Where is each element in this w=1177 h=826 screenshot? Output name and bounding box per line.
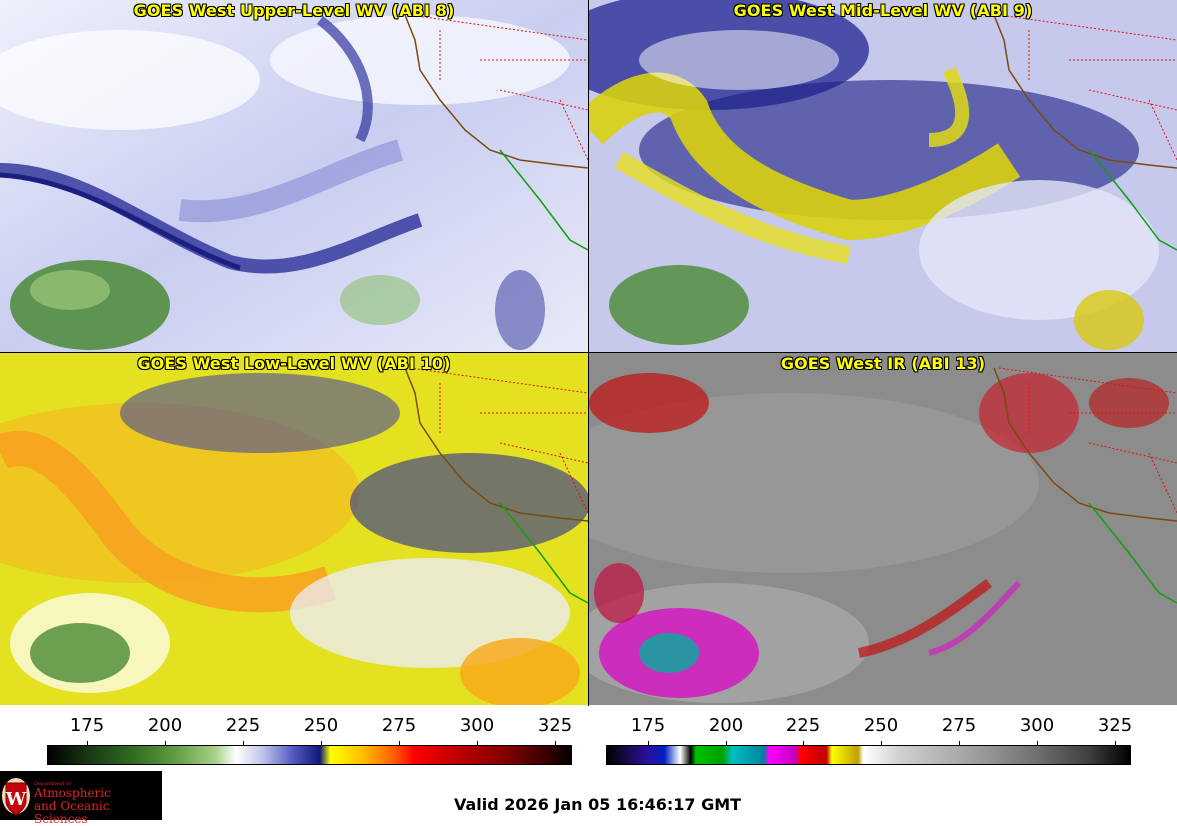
panel-title: GOES West Mid-Level WV (ABI 9) (733, 1, 1033, 20)
tick-mark (399, 741, 400, 746)
logo-line2: and Oceanic Sciences (34, 799, 110, 826)
wv-colorbar (47, 745, 572, 765)
tick-mark (959, 741, 960, 746)
tick-mark (1115, 741, 1116, 746)
panel-divider-horizontal (0, 352, 1177, 353)
tick-label: 325 (537, 715, 573, 736)
panel-title: GOES West Low-Level WV (ABI 10) (137, 354, 451, 373)
mid-level-wv-image (589, 0, 1177, 352)
panel-title: GOES West Upper-Level WV (ABI 8) (133, 1, 455, 20)
tick-label: 275 (381, 715, 417, 736)
tick-label: 225 (225, 715, 261, 736)
tick-label: 225 (785, 715, 821, 736)
low-level-wv-image (0, 353, 588, 705)
panel-mid-level-wv: GOES West Mid-Level WV (ABI 9) (589, 0, 1177, 352)
panel-low-level-wv: GOES West Low-Level WV (ABI 10) (0, 353, 588, 705)
uw-seal-letter: W (5, 789, 27, 810)
tick-label: 200 (708, 715, 744, 736)
tick-mark (1037, 741, 1038, 746)
upper-level-wv-image (0, 0, 588, 352)
logo-dept: Department of (34, 781, 71, 787)
logo-line1: Atmospheric (34, 786, 111, 800)
tick-mark (477, 741, 478, 746)
ir-colorbar-ticks: 175 200 225 250 275 300 325 (589, 705, 1177, 746)
valid-time: Valid 2026 Jan 05 16:46:17 GMT (454, 795, 742, 814)
aos-logo: W Department of Atmospheric and Oceanic … (0, 771, 162, 826)
tick-label: 300 (1019, 715, 1055, 736)
panel-ir: GOES West IR (ABI 13) (589, 353, 1177, 705)
tick-mark (321, 741, 322, 746)
tick-label: 175 (69, 715, 105, 736)
uw-seal-icon: W (2, 778, 30, 816)
tick-mark (87, 741, 88, 746)
tick-mark (555, 741, 556, 746)
tick-label: 175 (630, 715, 666, 736)
tick-label: 250 (303, 715, 339, 736)
tick-mark (648, 741, 649, 746)
wv-colorbar-ticks: 175 200 225 250 275 300 325 (0, 705, 588, 746)
panel-title: GOES West IR (ABI 13) (780, 354, 986, 373)
tick-label: 200 (147, 715, 183, 736)
panel-divider-vertical (588, 0, 589, 706)
tick-mark (881, 741, 882, 746)
tick-label: 275 (941, 715, 977, 736)
tick-label: 300 (459, 715, 495, 736)
tick-label: 325 (1097, 715, 1133, 736)
ir-image (589, 353, 1177, 705)
tick-mark (165, 741, 166, 746)
ir-colorbar (606, 745, 1131, 765)
tick-mark (726, 741, 727, 746)
tick-mark (243, 741, 244, 746)
panel-upper-level-wv: GOES West Upper-Level WV (ABI 8) (0, 0, 588, 352)
tick-label: 250 (863, 715, 899, 736)
logo-text: Department of Atmospheric and Oceanic Sc… (34, 781, 162, 826)
tick-mark (803, 741, 804, 746)
